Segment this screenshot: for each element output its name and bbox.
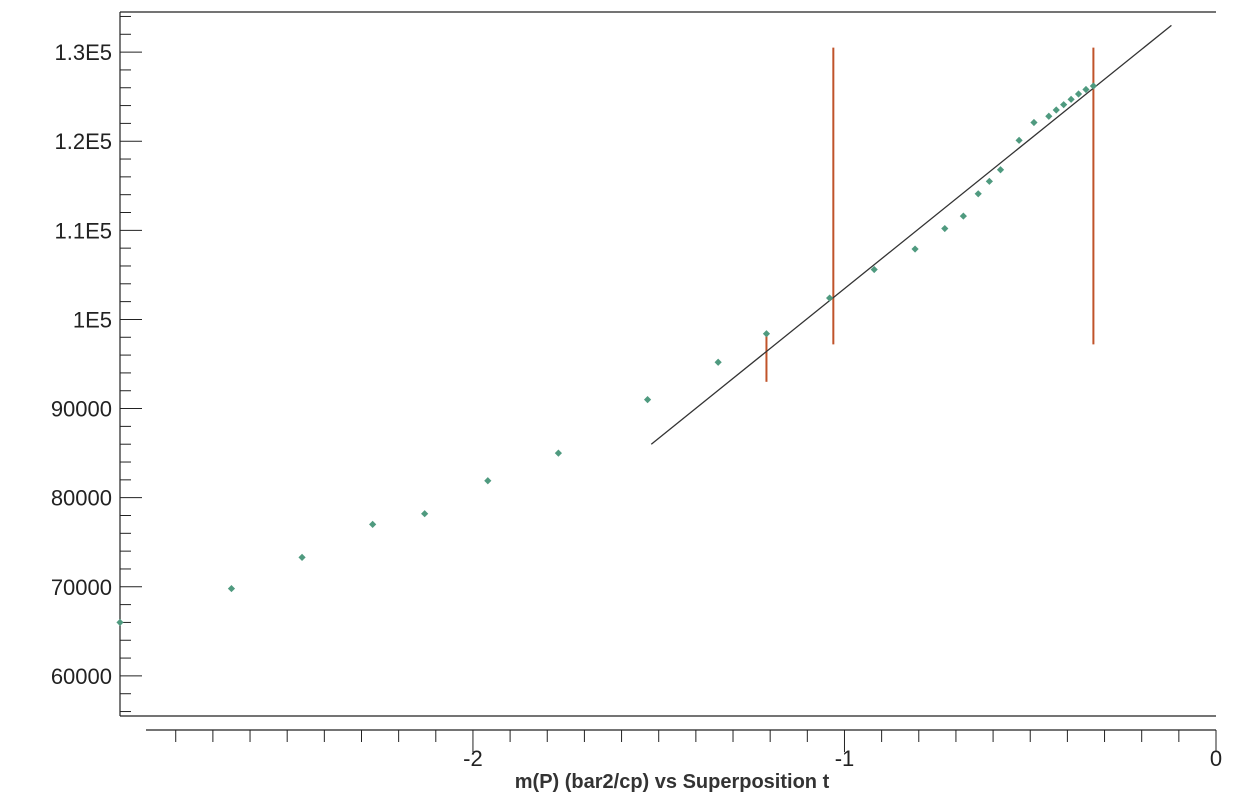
vertical-markers	[765, 47, 1095, 382]
tick-labels: 60000 70000 80000 90000 1E5 1.1E5 1.2E5 1.3E5 -2…	[51, 40, 1222, 771]
data-point	[985, 177, 993, 185]
y-tick-label: 1.2E5	[55, 129, 113, 154]
x-tick-label: -2	[463, 746, 483, 771]
data-point	[959, 212, 967, 220]
data-point	[826, 294, 834, 302]
data-point	[116, 618, 124, 627]
data-point	[1045, 112, 1053, 120]
data-point	[1089, 82, 1097, 90]
data-point	[941, 224, 949, 233]
y-tick-label: 90000	[51, 397, 112, 422]
data-point	[870, 265, 878, 274]
data-point	[227, 584, 236, 593]
data-point	[554, 449, 562, 457]
data-point	[1052, 106, 1060, 114]
y-tick-label: 80000	[51, 486, 112, 511]
axes	[119, 11, 1216, 731]
x-axis-title: m(P) (bar2/cp) vs Superposition t	[515, 771, 830, 793]
data-point	[714, 358, 722, 366]
data-point	[643, 396, 652, 404]
data-point	[421, 510, 429, 518]
data-point	[996, 166, 1005, 174]
x-tick-label: -1	[835, 746, 855, 771]
data-point	[911, 245, 919, 253]
data-point	[1074, 90, 1083, 98]
data-point	[369, 520, 377, 529]
y-tick-label: 70000	[51, 575, 112, 600]
data-point	[1067, 95, 1075, 103]
data-point	[298, 553, 306, 561]
data-points	[116, 82, 1097, 627]
data-point	[484, 477, 492, 485]
ticks	[120, 15, 1217, 752]
y-tick-label: 1.1E5	[55, 218, 113, 243]
fit-line-segment	[650, 24, 1172, 445]
y-tick-label: 1E5	[73, 307, 112, 332]
y-tick-label: 60000	[51, 664, 112, 689]
data-point	[1015, 136, 1023, 144]
data-point	[1060, 101, 1068, 109]
y-tick-label: 1.3E5	[55, 40, 113, 65]
data-point	[1082, 85, 1090, 94]
data-point	[762, 330, 771, 338]
fit-line	[650, 24, 1172, 445]
data-point	[1030, 118, 1038, 127]
x-tick-label: 0	[1210, 746, 1222, 771]
data-point	[974, 190, 982, 198]
